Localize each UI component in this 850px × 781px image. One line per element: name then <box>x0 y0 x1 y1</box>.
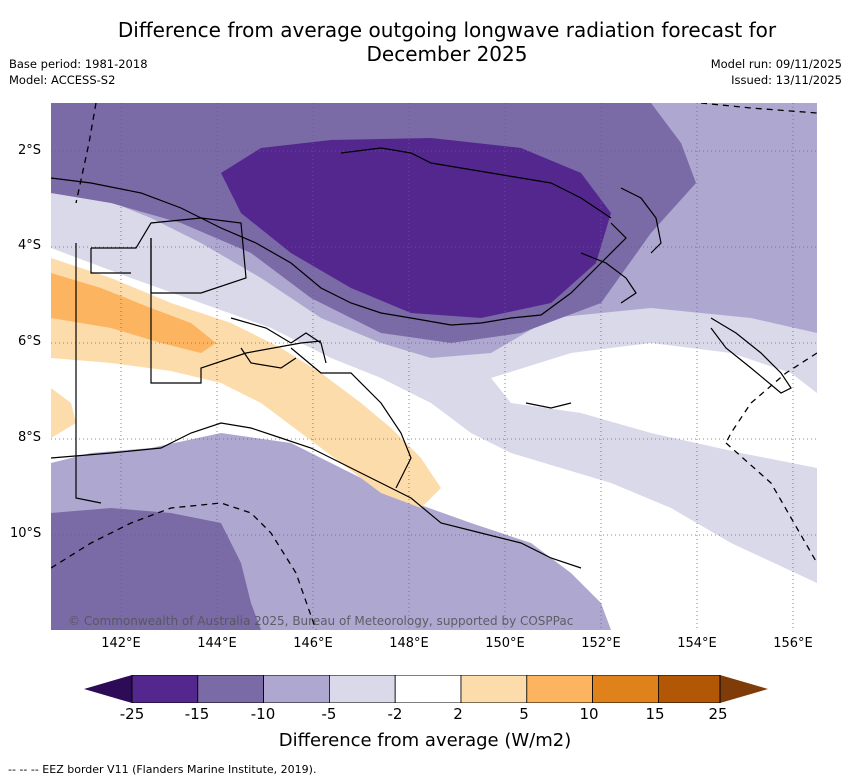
colorbar-extend-low <box>84 675 132 703</box>
band-plus-5 <box>51 273 216 353</box>
forecast-map <box>51 103 817 630</box>
band-neutral-east <box>491 343 817 468</box>
colorbar-segment <box>328 675 396 703</box>
colorbar-tick: 15 <box>645 705 665 723</box>
colorbar <box>84 675 768 703</box>
colorbar-tick: -5 <box>321 705 337 723</box>
colorbar-segment <box>197 675 265 703</box>
colorbar-segment <box>658 675 721 703</box>
lon-label-154e: 154°E <box>677 636 717 651</box>
colorbar-segment <box>526 675 593 703</box>
colorbar-tick: 2 <box>453 705 463 723</box>
colorbar-tick: 10 <box>579 705 599 723</box>
model-run: Model run: 09/11/2025 <box>710 57 842 71</box>
colorbar-tick: 5 <box>519 705 529 723</box>
lon-label-144e: 144°E <box>197 636 237 651</box>
band-minus-25 <box>221 138 611 318</box>
colorbar-tick: -2 <box>387 705 403 723</box>
copyright-notice: © Commonwealth of Australia 2025, Bureau… <box>68 614 574 628</box>
colorbar-segment <box>460 675 528 703</box>
colorbar-tick: -25 <box>119 705 145 723</box>
footer-legend: -- -- -- EEZ border V11 (Flanders Marine… <box>8 763 317 776</box>
model-name: Model: ACCESS-S2 <box>9 73 116 87</box>
lon-label-142e: 142°E <box>101 636 141 651</box>
lon-label-148e: 148°E <box>389 636 429 651</box>
colorbar-tick: 25 <box>708 705 728 723</box>
lat-label-8s: 8°S <box>18 430 42 445</box>
colorbar-tick: -15 <box>184 705 210 723</box>
lat-label-10s: 10°S <box>10 526 42 541</box>
band-minus-15-south <box>51 508 261 630</box>
colorbar-segment <box>131 675 199 703</box>
colorbar-segment <box>394 675 462 703</box>
lat-label-6s: 6°S <box>18 334 42 349</box>
lon-label-146e: 146°E <box>293 636 333 651</box>
colorbar-tick: -10 <box>250 705 276 723</box>
colorbar-label: Difference from average (W/m2) <box>278 730 572 751</box>
meta-left: Base period: 1981-2018 Model: ACCESS-S2 <box>9 56 148 88</box>
meta-right: Model run: 09/11/2025 Issued: 13/11/2025 <box>711 56 842 88</box>
title-line-2: December 2025 <box>366 42 528 66</box>
issued-date: Issued: 13/11/2025 <box>731 73 842 87</box>
map-svg <box>51 103 817 630</box>
colorbar-segment <box>263 675 330 703</box>
map-eez-border <box>51 103 817 630</box>
colorbar-segment <box>592 675 659 703</box>
map-coastline <box>51 147 792 569</box>
page-title: Difference from average outgoing longwav… <box>80 18 814 66</box>
lat-label-4s: 4°S <box>18 238 42 253</box>
band-plus-2-west <box>51 388 76 438</box>
lon-label-150e: 150°E <box>485 636 525 651</box>
lat-label-2s: 2°S <box>18 143 42 158</box>
lon-label-152e: 152°E <box>581 636 621 651</box>
base-period: Base period: 1981-2018 <box>9 57 148 71</box>
colorbar-extend-high <box>720 675 768 703</box>
title-line-1: Difference from average outgoing longwav… <box>117 18 777 42</box>
lon-label-156e: 156°E <box>773 636 813 651</box>
